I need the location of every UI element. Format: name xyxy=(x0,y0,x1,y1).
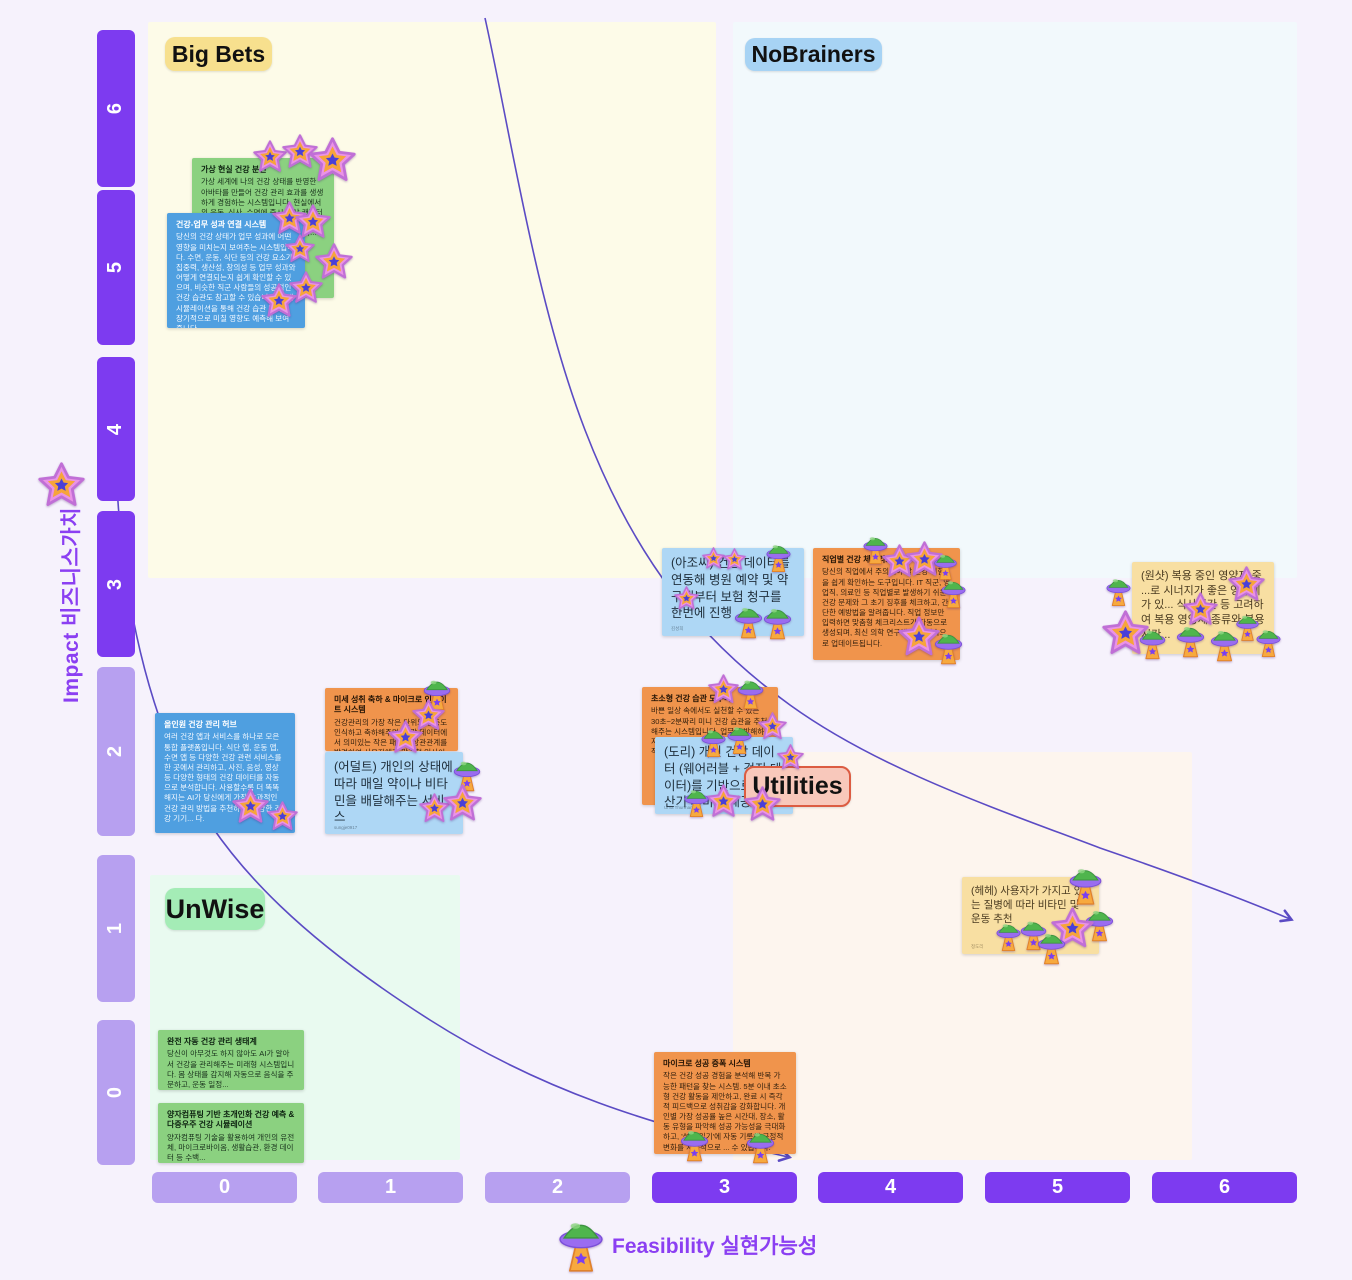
tick-value: 3 xyxy=(718,1176,731,1198)
note-title: 마이크로 성공 증폭 시스템 xyxy=(663,1059,751,1068)
tick-value: 4 xyxy=(884,1176,897,1198)
star-sticker-icon[interactable] xyxy=(674,586,699,611)
ufo-sticker-icon[interactable] xyxy=(763,539,794,573)
star-sticker-icon[interactable] xyxy=(232,788,269,825)
ufo-sticker-icon[interactable] xyxy=(1034,927,1069,966)
ufo-sticker-icon[interactable] xyxy=(734,674,767,710)
note-title: 가상 현실 건강 분신 xyxy=(201,165,267,174)
note-body: 여러 건강 앱과 서비스를 하나로 모은 통합 플랫폼입니다. 식단 앱, 운동… xyxy=(164,732,282,823)
tick-value: 1 xyxy=(104,922,127,935)
y-axis-tick-2: 2 xyxy=(97,667,135,836)
star-sticker-icon[interactable] xyxy=(38,462,85,509)
tick-value: 2 xyxy=(551,1176,564,1198)
tick-value: 5 xyxy=(104,261,127,274)
y-axis-tick-0: 0 xyxy=(97,1020,135,1165)
x-axis-tick-6: 6 xyxy=(1152,1172,1297,1203)
tick-value: 4 xyxy=(104,423,127,435)
star-sticker-icon[interactable] xyxy=(758,712,787,741)
note-title: 직업별 건강 체크리스트 xyxy=(822,555,901,564)
note-body: 작은 건강 성공 경험을 분석해 반복 가능한 패턴을 찾는 시스템. 5분 이… xyxy=(663,1071,787,1152)
ufo-sticker-icon[interactable] xyxy=(677,1124,712,1163)
x-axis-tick-1: 1 xyxy=(318,1172,463,1203)
star-sticker-icon[interactable] xyxy=(261,283,297,319)
x-axis-tick-2: 2 xyxy=(485,1172,630,1203)
note-body: 양자컴퓨팅 기술을 활용하여 개인의 유전체, 마이크로바이옴, 생활습관, 환… xyxy=(167,1132,295,1163)
feasibility-axis-label: Feasibility 실현가능성 xyxy=(612,1235,818,1258)
tick-value: 6 xyxy=(104,102,127,115)
tick-value: 1 xyxy=(384,1176,397,1198)
tick-value: 3 xyxy=(104,578,127,590)
note-title: 미세 성취 축하 & 마이크로 인사이트 시스템 xyxy=(334,695,447,715)
ufo-sticker-icon[interactable] xyxy=(1103,573,1134,607)
x-axis-tick-0: 0 xyxy=(152,1172,297,1203)
ufo-sticker-icon[interactable] xyxy=(993,918,1024,952)
tick-value: 0 xyxy=(218,1176,231,1198)
star-sticker-icon[interactable] xyxy=(388,720,423,755)
note-author: 김성희 xyxy=(671,626,684,631)
tick-value: 6 xyxy=(1218,1176,1231,1198)
star-sticker-icon[interactable] xyxy=(1228,566,1265,603)
x-axis-tick-4: 4 xyxy=(818,1172,963,1203)
ufo-sticker-icon[interactable] xyxy=(760,602,795,641)
note-title: 초소형 건강 습관 도우미 xyxy=(651,694,732,703)
star-sticker-icon[interactable] xyxy=(443,784,482,823)
quadrant-label-unwise[interactable]: UnWise xyxy=(165,888,265,930)
star-sticker-icon[interactable] xyxy=(267,801,298,832)
ufo-sticker-icon[interactable] xyxy=(1136,624,1169,660)
sticky-note-adult-vitamin-delivery[interactable]: (어덜트) 개인의 상태에 따라 매일 약이나 비타민을 배달해주는 서비스 su… xyxy=(325,752,463,834)
ufo-sticker-icon[interactable] xyxy=(931,627,966,666)
star-sticker-icon[interactable] xyxy=(777,744,804,771)
ufo-sticker-icon[interactable] xyxy=(553,1212,609,1274)
y-axis-tick-1: 1 xyxy=(97,855,135,1002)
x-axis-tick-5: 5 xyxy=(985,1172,1130,1203)
star-sticker-icon[interactable] xyxy=(309,137,356,184)
ufo-sticker-icon[interactable] xyxy=(681,784,712,818)
y-axis-tick-4: 4 xyxy=(97,357,135,501)
note-body: (어덜트) 개인의 상태에 따라 매일 약이나 비타민을 배달해주는 서비스 xyxy=(334,760,453,825)
quadrant-nobrainers xyxy=(733,22,1297,578)
tick-value: 0 xyxy=(104,1086,127,1099)
star-sticker-icon[interactable] xyxy=(702,547,725,570)
note-title: 건강-업무 성과 연결 시스템 xyxy=(176,220,267,229)
sticky-note-quantum-health-sim[interactable]: 양자컴퓨팅 기반 초개인화 건강 예측 & 다중우주 건강 시뮬레이션 양자컴퓨팅… xyxy=(158,1103,304,1163)
ufo-sticker-icon[interactable] xyxy=(1173,620,1208,659)
star-sticker-icon[interactable] xyxy=(744,786,781,823)
ufo-sticker-icon[interactable] xyxy=(724,721,755,755)
star-sticker-icon[interactable] xyxy=(285,234,315,264)
ufo-sticker-icon[interactable] xyxy=(1253,624,1284,658)
note-author: sungje0917 xyxy=(334,825,358,830)
x-axis-tick-3: 3 xyxy=(652,1172,797,1203)
note-body: (헤헤) 사용자가 가지고 있는 질병에 따라 비타민 및 운동 추천 xyxy=(971,885,1084,926)
note-title: 올인원 건강 관리 허브 xyxy=(164,720,237,729)
ufo-sticker-icon[interactable] xyxy=(743,1126,778,1165)
y-axis-tick-3: 3 xyxy=(97,511,135,657)
star-sticker-icon[interactable] xyxy=(723,548,746,571)
note-title: 양자컴퓨팅 기반 초개인화 건강 예측 & 다중우주 건강 시뮬레이션 xyxy=(167,1110,295,1130)
quadrant-label-nobrainers[interactable]: NoBrainers xyxy=(745,38,882,71)
tick-value: 5 xyxy=(1051,1176,1064,1198)
ufo-sticker-icon[interactable] xyxy=(1065,861,1106,906)
note-title: 완전 자동 건강 관리 생태계 xyxy=(167,1037,257,1046)
y-axis-tick-6: 6 xyxy=(97,30,135,187)
y-axis-tick-5: 5 xyxy=(97,190,135,345)
ufo-sticker-icon[interactable] xyxy=(938,575,969,609)
note-author: 정도리 xyxy=(971,944,984,949)
note-body: 당신의 직업에서 주의해야 할 건강 위험을 쉽게 확인하는 도구입니다. IT… xyxy=(822,567,951,648)
note-author: Uma Thurman xyxy=(664,805,693,810)
note-body: 당신이 아무것도 하지 않아도 AI가 알아서 건강을 관리해주는 미래형 시스… xyxy=(167,1049,295,1089)
quadrant-utilities xyxy=(733,752,1192,1160)
note-body: 당신의 건강 상태가 업무 성과에 어떤 영향을 미치는지 보여주는 시스템입니… xyxy=(176,232,296,328)
quadrant-label-big-bets[interactable]: Big Bets xyxy=(165,37,272,71)
tick-value: 2 xyxy=(104,745,127,758)
